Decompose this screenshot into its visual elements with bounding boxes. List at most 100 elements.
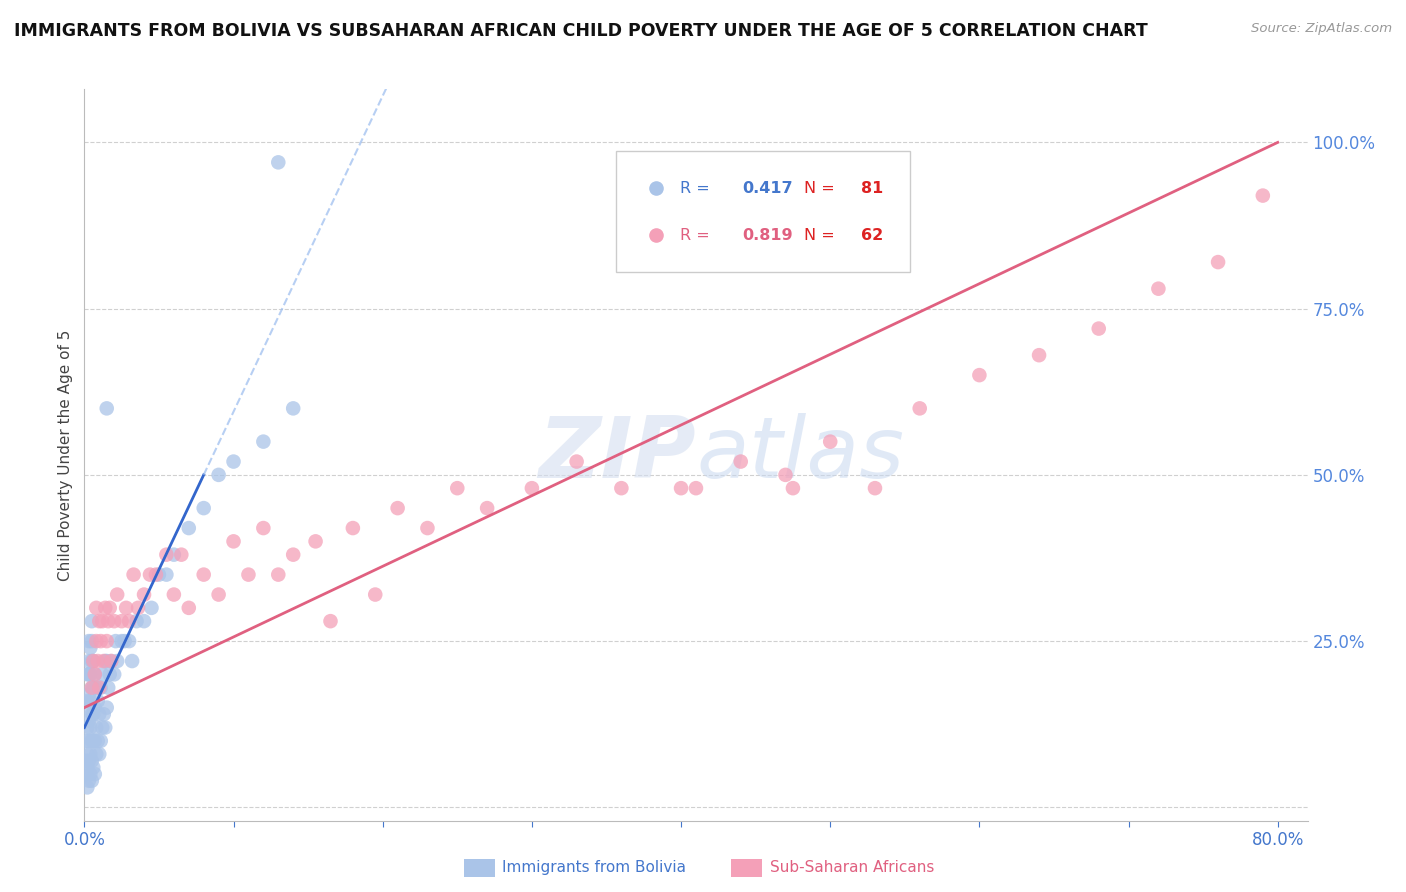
Point bbox=[77, 734, 100, 748]
Text: N =: N = bbox=[804, 181, 839, 196]
Point bbox=[77, 754, 100, 768]
Point bbox=[82, 681, 104, 695]
Point bbox=[416, 521, 439, 535]
Point bbox=[222, 454, 245, 468]
Point bbox=[1087, 321, 1109, 335]
Point bbox=[818, 434, 841, 449]
Point bbox=[89, 681, 111, 695]
Point bbox=[94, 721, 117, 735]
Point bbox=[114, 634, 136, 648]
Text: R =: R = bbox=[681, 227, 714, 243]
Point bbox=[96, 401, 118, 416]
Point bbox=[79, 721, 101, 735]
Point bbox=[90, 734, 112, 748]
Point bbox=[75, 754, 97, 768]
Point bbox=[82, 734, 104, 748]
Point bbox=[80, 634, 103, 648]
Point bbox=[93, 707, 115, 722]
Point bbox=[148, 567, 170, 582]
Point bbox=[76, 694, 98, 708]
Point bbox=[76, 780, 98, 795]
Point bbox=[97, 681, 120, 695]
Point bbox=[565, 454, 588, 468]
Point bbox=[252, 434, 274, 449]
FancyBboxPatch shape bbox=[616, 152, 910, 272]
Point bbox=[93, 654, 115, 668]
Point bbox=[98, 600, 121, 615]
Point bbox=[76, 760, 98, 774]
Point bbox=[170, 548, 193, 562]
Point bbox=[238, 567, 260, 582]
Point bbox=[83, 667, 105, 681]
Point bbox=[80, 614, 103, 628]
Text: R =: R = bbox=[681, 181, 714, 196]
Point bbox=[100, 654, 122, 668]
Point bbox=[80, 681, 103, 695]
Text: atlas: atlas bbox=[696, 413, 904, 497]
Point bbox=[127, 600, 149, 615]
Point bbox=[77, 667, 100, 681]
Point bbox=[342, 521, 364, 535]
Text: 81: 81 bbox=[860, 181, 883, 196]
Point bbox=[94, 654, 117, 668]
Point bbox=[115, 600, 138, 615]
Point bbox=[84, 721, 107, 735]
Point bbox=[222, 534, 245, 549]
Point bbox=[1147, 282, 1170, 296]
Point bbox=[94, 600, 117, 615]
Point bbox=[163, 548, 186, 562]
Point bbox=[304, 534, 326, 549]
Point bbox=[145, 567, 167, 582]
Point bbox=[77, 714, 100, 728]
Point bbox=[87, 654, 110, 668]
Point bbox=[775, 467, 797, 482]
Point bbox=[105, 654, 128, 668]
Point bbox=[75, 700, 97, 714]
Point bbox=[121, 654, 143, 668]
Point bbox=[80, 754, 103, 768]
Point bbox=[82, 760, 104, 774]
Text: 0.819: 0.819 bbox=[742, 227, 793, 243]
Point bbox=[84, 747, 107, 761]
Point bbox=[103, 667, 125, 681]
Point bbox=[105, 588, 128, 602]
Point bbox=[79, 667, 101, 681]
Point bbox=[80, 654, 103, 668]
Point bbox=[96, 700, 118, 714]
Point bbox=[75, 767, 97, 781]
Point bbox=[84, 634, 107, 648]
Point bbox=[685, 481, 707, 495]
Point bbox=[193, 567, 215, 582]
Point bbox=[83, 734, 105, 748]
Point bbox=[769, 226, 792, 240]
Point bbox=[155, 567, 177, 582]
Point bbox=[1028, 348, 1050, 362]
Point bbox=[96, 634, 118, 648]
Point bbox=[79, 640, 101, 655]
Point bbox=[89, 707, 111, 722]
Point bbox=[769, 268, 792, 282]
Text: IMMIGRANTS FROM BOLIVIA VS SUBSAHARAN AFRICAN CHILD POVERTY UNDER THE AGE OF 5 C: IMMIGRANTS FROM BOLIVIA VS SUBSAHARAN AF… bbox=[14, 22, 1147, 40]
Point bbox=[111, 614, 134, 628]
Text: 0.417: 0.417 bbox=[742, 181, 793, 196]
Point bbox=[75, 734, 97, 748]
Point bbox=[84, 681, 107, 695]
Point bbox=[782, 481, 804, 495]
Point bbox=[908, 401, 931, 416]
Point bbox=[83, 700, 105, 714]
Point bbox=[207, 467, 229, 482]
Point bbox=[193, 501, 215, 516]
Point bbox=[80, 707, 103, 722]
Y-axis label: Child Poverty Under the Age of 5: Child Poverty Under the Age of 5 bbox=[58, 329, 73, 581]
Point bbox=[118, 634, 141, 648]
Point bbox=[76, 721, 98, 735]
Point bbox=[118, 614, 141, 628]
Point bbox=[79, 767, 101, 781]
Point bbox=[79, 747, 101, 761]
Point bbox=[163, 588, 186, 602]
Point bbox=[155, 548, 177, 562]
Point bbox=[669, 481, 692, 495]
Text: N =: N = bbox=[804, 227, 839, 243]
Point bbox=[89, 614, 111, 628]
Point bbox=[1206, 255, 1229, 269]
